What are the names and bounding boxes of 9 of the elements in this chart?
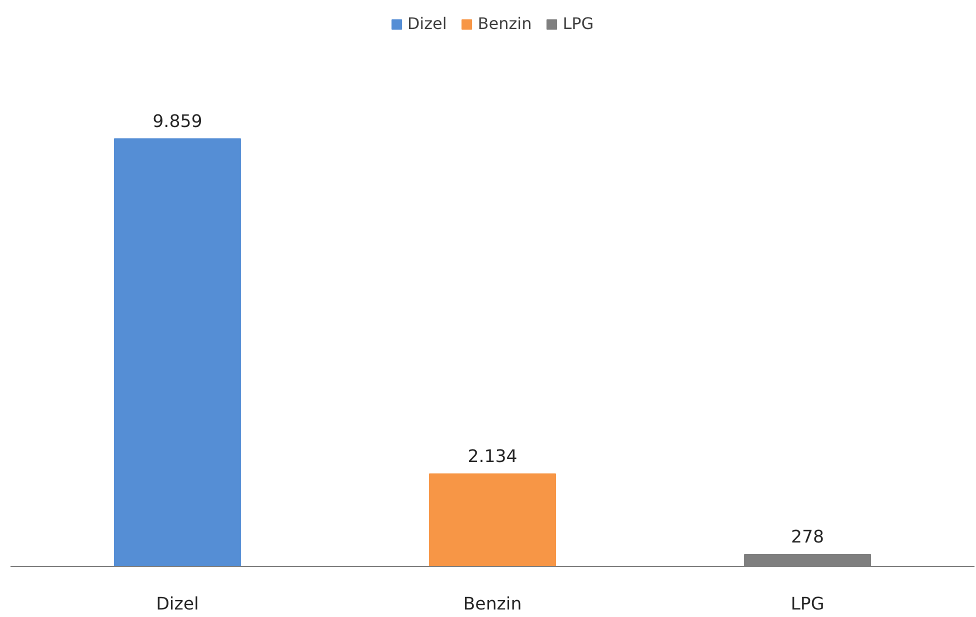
legend-label: Benzin — [478, 14, 532, 33]
legend-label: LPG — [562, 14, 594, 33]
data-label: 9.859 — [152, 112, 202, 132]
data-label: 2.134 — [468, 446, 518, 467]
data-label: 278 — [790, 527, 824, 548]
x-tick-label: Benzin — [463, 594, 522, 614]
legend-label: Dizel — [407, 14, 447, 33]
x-tick-label: LPG — [790, 594, 824, 614]
x-tick-label: Dizel — [156, 594, 199, 614]
